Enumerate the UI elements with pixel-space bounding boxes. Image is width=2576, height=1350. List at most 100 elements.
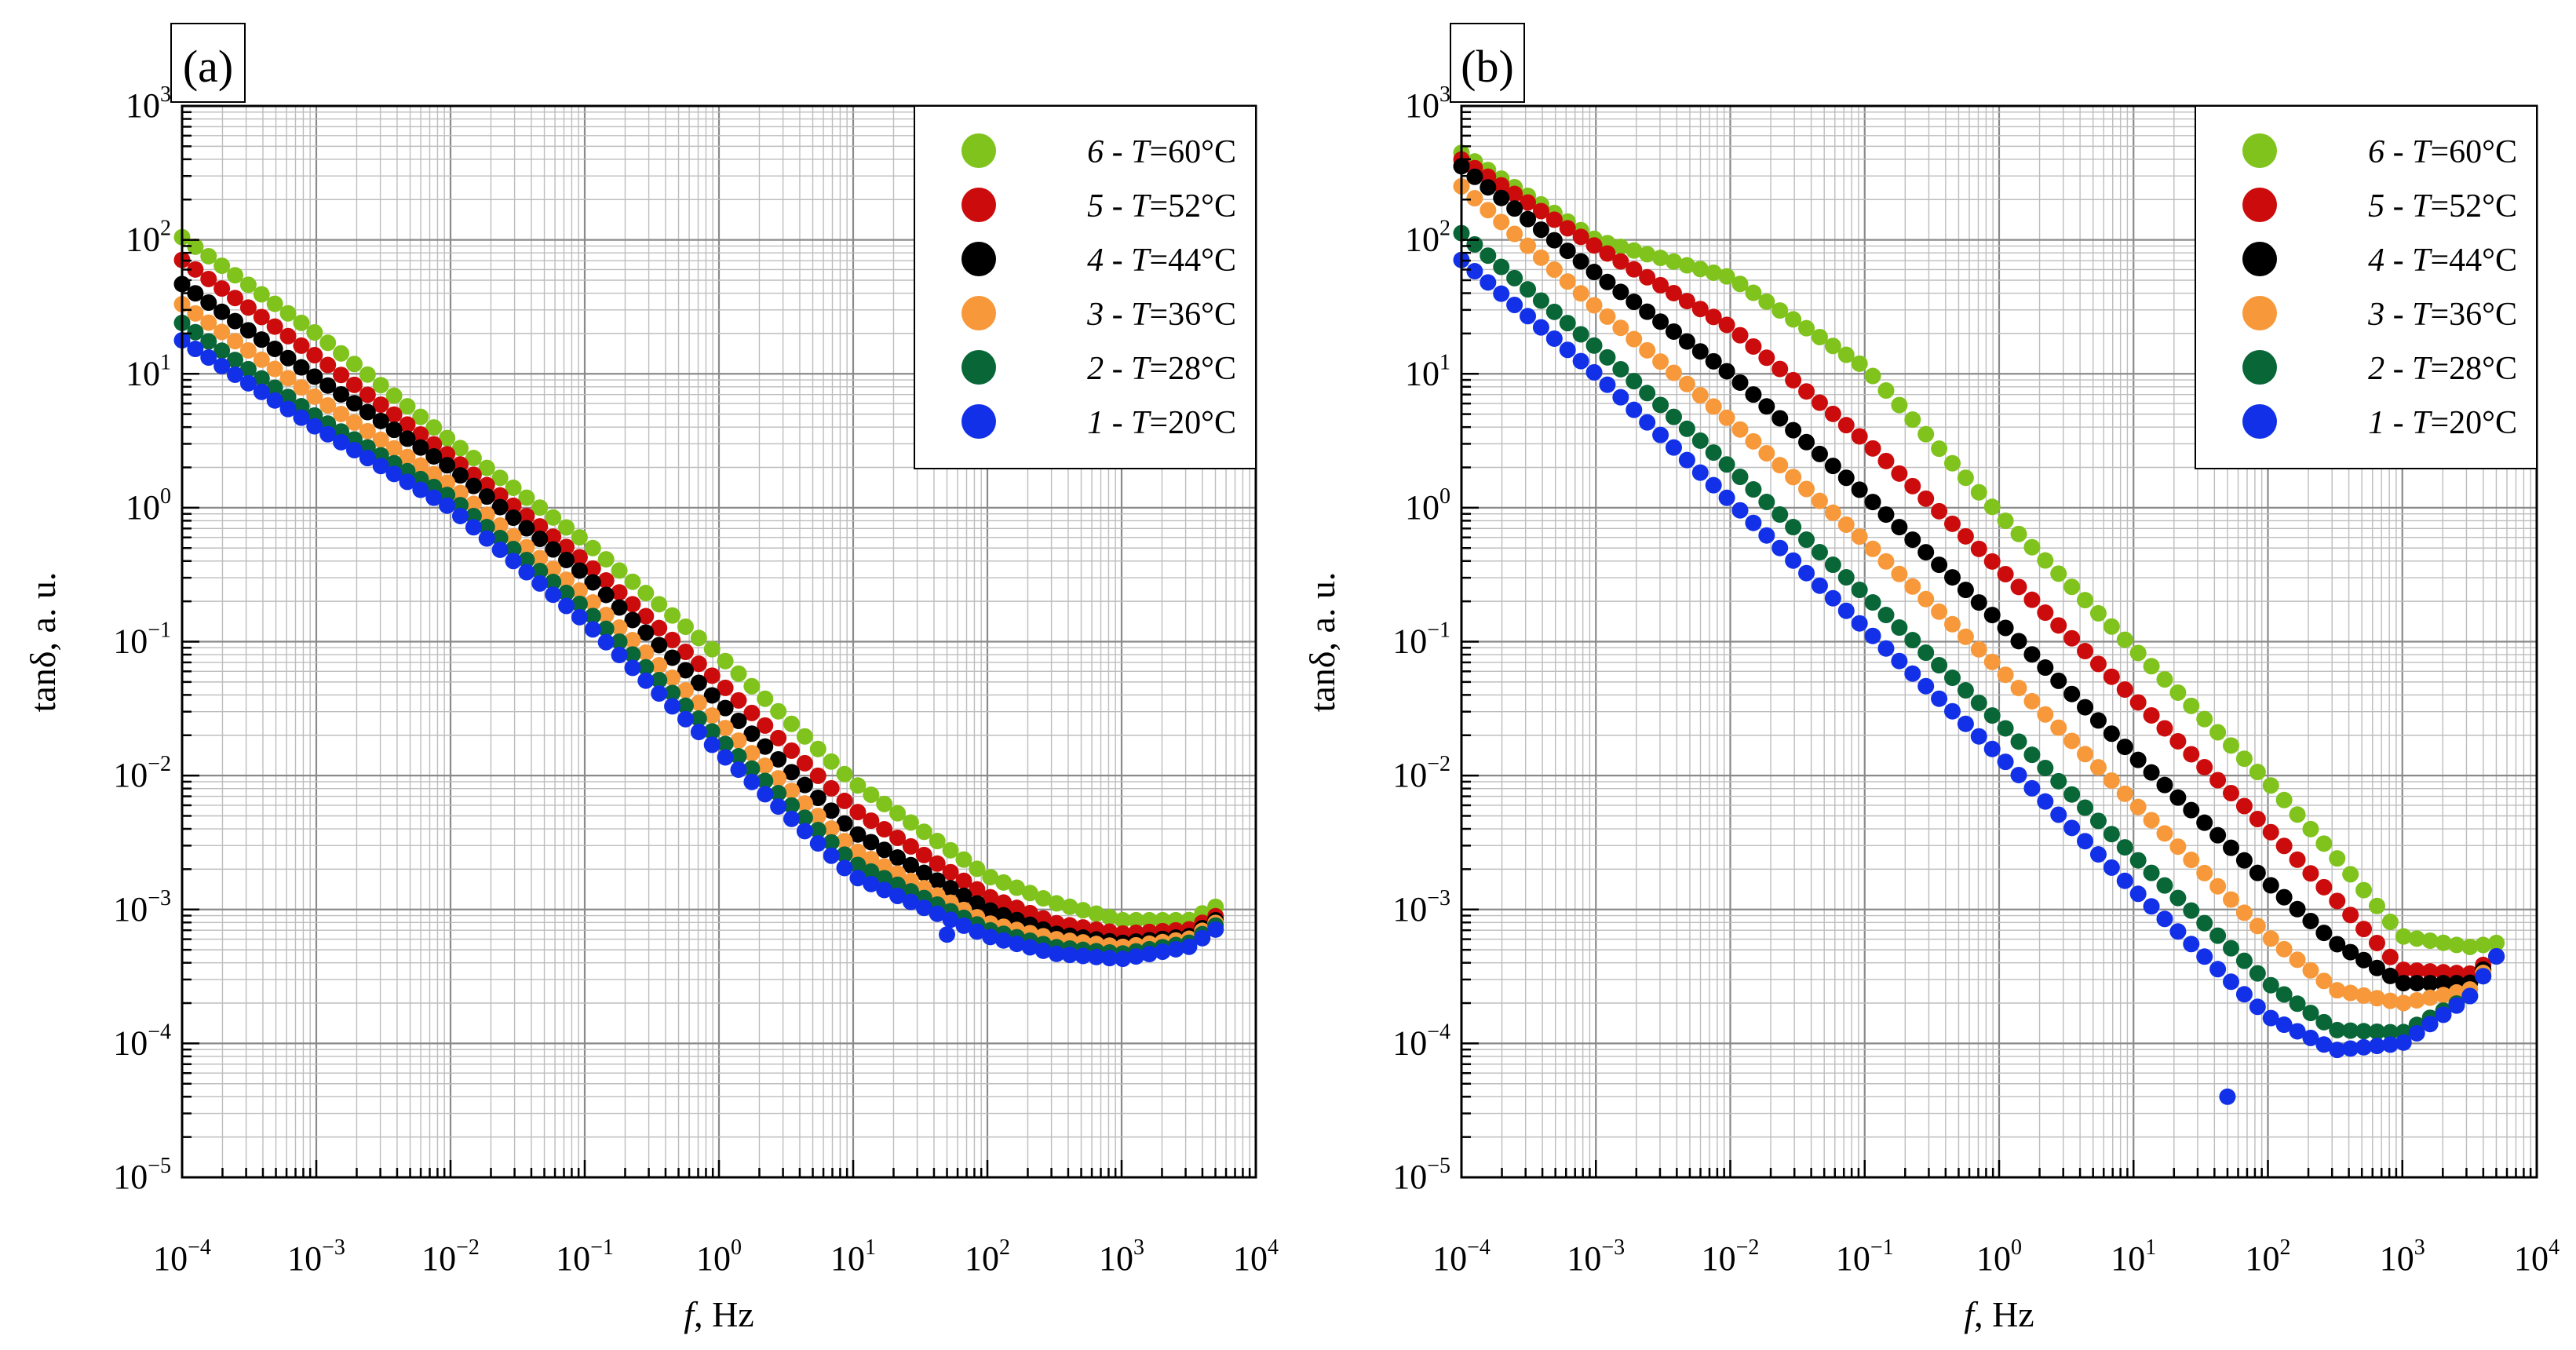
x-tick-label: 10−1 [556, 1235, 614, 1278]
legend-value: =52°C [1150, 188, 1237, 224]
data-point [545, 560, 562, 578]
data-point [1639, 341, 1656, 359]
data-point [1904, 477, 1921, 494]
data-point [1705, 398, 1722, 415]
data-point [1612, 360, 1629, 378]
data-point [2063, 629, 2081, 647]
y-tick-base: 10 [1405, 488, 1439, 527]
data-point [2435, 975, 2452, 992]
data-point [1891, 652, 1908, 670]
data-point [279, 400, 297, 418]
data-point [2355, 987, 2373, 1004]
data-point [2275, 986, 2293, 1003]
data-point [809, 740, 826, 757]
data-point [2010, 733, 2027, 750]
data-point [1626, 261, 1643, 278]
data-point [703, 723, 721, 740]
data-point [690, 724, 707, 741]
data-point [836, 846, 853, 863]
x-tick-base: 10 [1432, 1239, 1467, 1278]
data-point [266, 340, 283, 357]
data-point [1758, 527, 1775, 544]
data-point [425, 447, 443, 465]
data-point [982, 902, 999, 919]
data-point [1731, 374, 1749, 391]
data-point [2342, 984, 2359, 1002]
data-point [2103, 859, 2120, 876]
legend-marker [961, 242, 996, 276]
legend-value: =20°C [2431, 405, 2518, 441]
data-point [624, 573, 641, 590]
data-point [1970, 640, 1987, 658]
y-tick-label: 102 [1405, 217, 1450, 259]
y-tick-base: 10 [126, 221, 160, 259]
data-point [876, 881, 893, 899]
data-point [1466, 235, 1483, 253]
y-tick-exp: −5 [148, 1154, 171, 1178]
data-point [1837, 346, 1855, 363]
x-tick-exp: −2 [456, 1235, 480, 1260]
data-point [717, 735, 734, 753]
data-point [703, 707, 721, 724]
x-tick-exp: 1 [865, 1235, 876, 1260]
data-point [863, 875, 880, 892]
data-point [2103, 826, 2120, 843]
data-point [1101, 908, 1118, 925]
data-point [2461, 938, 2479, 955]
y-tick-label: 10−1 [113, 618, 171, 661]
data-point [1665, 323, 1682, 340]
data-point [651, 685, 668, 702]
data-point [2302, 865, 2319, 882]
y-tick-label: 102 [126, 217, 171, 259]
data-point [1545, 211, 1563, 228]
data-point [1824, 589, 1841, 607]
data-point [863, 850, 880, 867]
data-point [451, 507, 469, 524]
data-point [1864, 594, 1881, 611]
legend-separator: - [1104, 188, 1131, 224]
data-point [2329, 850, 2346, 867]
data-point [2235, 797, 2253, 815]
legend-number: 5 [2368, 188, 2384, 224]
data-point [2196, 864, 2213, 881]
legend-separator: - [1104, 351, 1131, 387]
data-point [239, 322, 257, 339]
data-point [2023, 746, 2041, 764]
data-point [2010, 578, 2027, 596]
data-point [2196, 814, 2213, 831]
legend-number: 2 [1087, 351, 1104, 387]
data-point [796, 728, 813, 745]
legend-label: 2 - T=28°C [1087, 351, 1236, 387]
data-point [995, 894, 1013, 911]
data-point [200, 294, 217, 312]
data-point [664, 684, 681, 702]
data-point [1639, 303, 1656, 320]
data-point [2381, 1023, 2399, 1041]
legend-number: 4 [2368, 243, 2384, 279]
data-point [2235, 852, 2253, 869]
data-point [200, 348, 217, 366]
data-point [2235, 750, 2253, 768]
data-point [584, 560, 601, 577]
data-point [2089, 712, 2107, 729]
legend-marker [2242, 188, 2277, 222]
data-point [1585, 363, 1603, 381]
data-point [2368, 959, 2385, 976]
data-point [2209, 772, 2227, 789]
data-point [1851, 428, 1868, 445]
data-point [425, 489, 443, 506]
data-point [2249, 864, 2266, 881]
data-point [2023, 538, 2041, 556]
data-point [1785, 519, 1802, 536]
data-point [518, 564, 535, 581]
legend-item: 3 - T=36°C [2242, 296, 2517, 333]
data-point [478, 506, 495, 524]
data-point [730, 665, 747, 682]
data-point [2077, 799, 2094, 816]
data-point [227, 333, 244, 350]
data-point [770, 770, 787, 787]
legend-variable: T [1131, 188, 1151, 224]
data-point [1532, 319, 1549, 336]
data-point [439, 429, 456, 447]
data-point [505, 479, 522, 496]
